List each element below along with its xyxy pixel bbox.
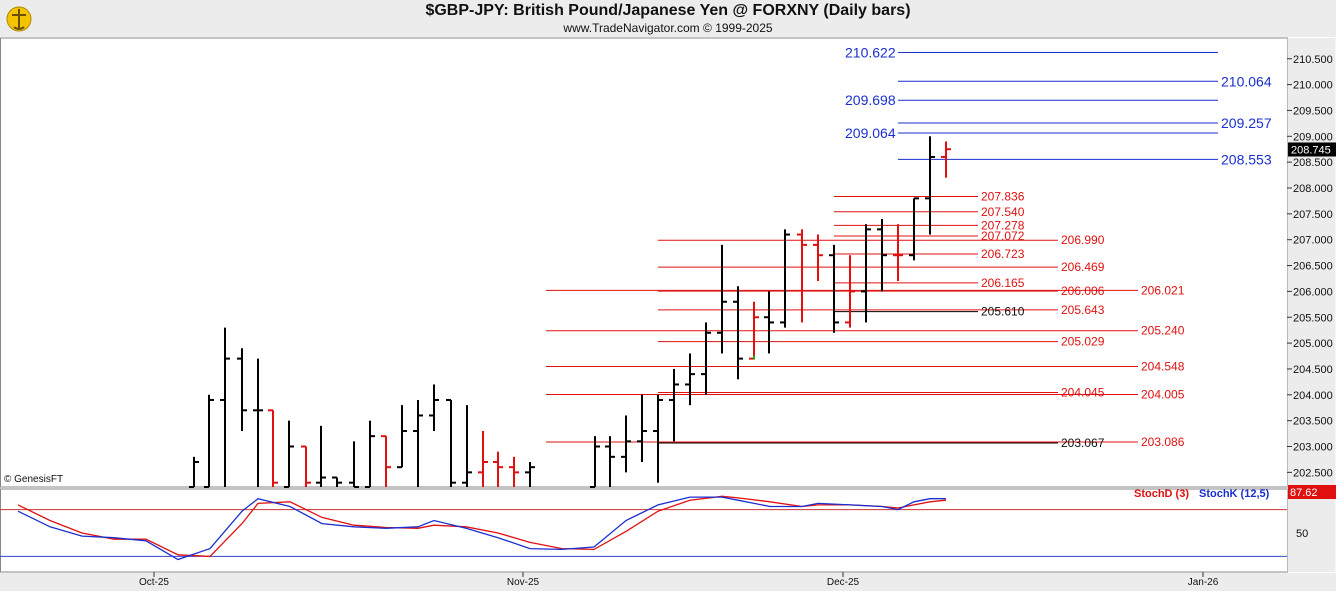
data-credit: © GenesisFT: [4, 474, 64, 485]
x-tick-label: Dec-25: [827, 577, 860, 588]
stoch-panel-frame: [0, 488, 1288, 573]
level-label-red: 207.540: [981, 205, 1025, 219]
chart-title: $GBP-JPY: British Pound/Japanese Yen @ F…: [425, 2, 911, 19]
level-label-blue: 210.064: [1221, 73, 1272, 89]
level-label-red: 207.836: [981, 189, 1025, 203]
stoch-value-label: 87.62: [1290, 487, 1318, 499]
level-label-red: 207.072: [981, 229, 1025, 243]
stoch-k-legend: StochK (12,5): [1199, 488, 1270, 500]
y-tick-label: 206.000: [1293, 286, 1333, 298]
level-label-blue: 209.257: [1221, 115, 1272, 131]
y-tick-label: 203.500: [1293, 416, 1333, 428]
level-label-red: 205.240: [1141, 324, 1185, 338]
ohlc-low-marker: [753, 355, 755, 360]
y-tick-label: 205.500: [1293, 312, 1333, 324]
y-tick-label: 208.500: [1293, 157, 1333, 169]
x-tick-label: Oct-25: [139, 577, 169, 588]
level-label-red: 206.469: [1061, 260, 1105, 274]
level-label-blue: 209.698: [845, 92, 896, 108]
y-tick-label: 207.000: [1293, 235, 1333, 247]
y-tick-label: 209.000: [1293, 131, 1333, 143]
level-label-red: 205.643: [1061, 303, 1105, 317]
trade-navigator-logo: [6, 6, 32, 32]
stoch-d-legend: StochD (3): [1134, 488, 1189, 500]
x-tick-label: Jan-26: [1188, 577, 1219, 588]
y-tick-label: 207.500: [1293, 209, 1333, 221]
stoch-value-tag: [1288, 485, 1336, 499]
level-label-red: 206.723: [981, 247, 1025, 261]
stoch-d-line: [17, 495, 947, 558]
y-tick-label: 205.000: [1293, 338, 1333, 350]
stoch-k-line: [17, 496, 946, 561]
x-axis-background: [0, 573, 1336, 591]
y-tick-label: 204.500: [1293, 364, 1333, 376]
y-axis-background: [1287, 38, 1336, 572]
level-label-red: 204.548: [1141, 359, 1185, 373]
y-tick-label: 204.000: [1293, 390, 1333, 402]
level-label-red: 205.029: [1061, 335, 1105, 349]
level-label-blue: 208.553: [1221, 151, 1272, 167]
y-tick-label: 210.500: [1293, 54, 1333, 66]
level-label-red: 203.086: [1141, 435, 1185, 449]
level-label-black: 203.067: [1061, 436, 1105, 450]
level-label-red: 207.278: [981, 218, 1025, 232]
last-price-tag: [1288, 142, 1336, 157]
title-bar: [0, 0, 1336, 37]
level-label-blue: 209.064: [845, 125, 896, 141]
chart-subtitle: www.TradeNavigator.com © 1999-2025: [563, 21, 773, 35]
y-tick-label: 208.000: [1293, 183, 1333, 195]
price-panel-frame: [0, 37, 1288, 488]
level-label-red: 206.990: [1061, 233, 1105, 247]
y-tick-label: 210.000: [1293, 80, 1333, 92]
level-label-red: 206.165: [981, 276, 1025, 290]
last-price-label: 208.745: [1291, 144, 1331, 156]
y-tick-label: 202.500: [1293, 467, 1333, 479]
level-label-red: 206.006: [1061, 284, 1105, 298]
level-label-red: 204.005: [1141, 388, 1185, 402]
level-label-red: 206.021: [1141, 283, 1185, 297]
y-tick-label: 209.500: [1293, 105, 1333, 117]
y-tick-label: 203.000: [1293, 442, 1333, 454]
stoch-tick-label: 50: [1296, 528, 1308, 540]
level-label-black: 205.610: [981, 305, 1025, 319]
y-tick-label: 206.500: [1293, 261, 1333, 273]
x-tick-label: Nov-25: [507, 577, 540, 588]
level-label-red: 204.045: [1061, 385, 1105, 399]
level-label-blue: 210.622: [845, 44, 896, 60]
